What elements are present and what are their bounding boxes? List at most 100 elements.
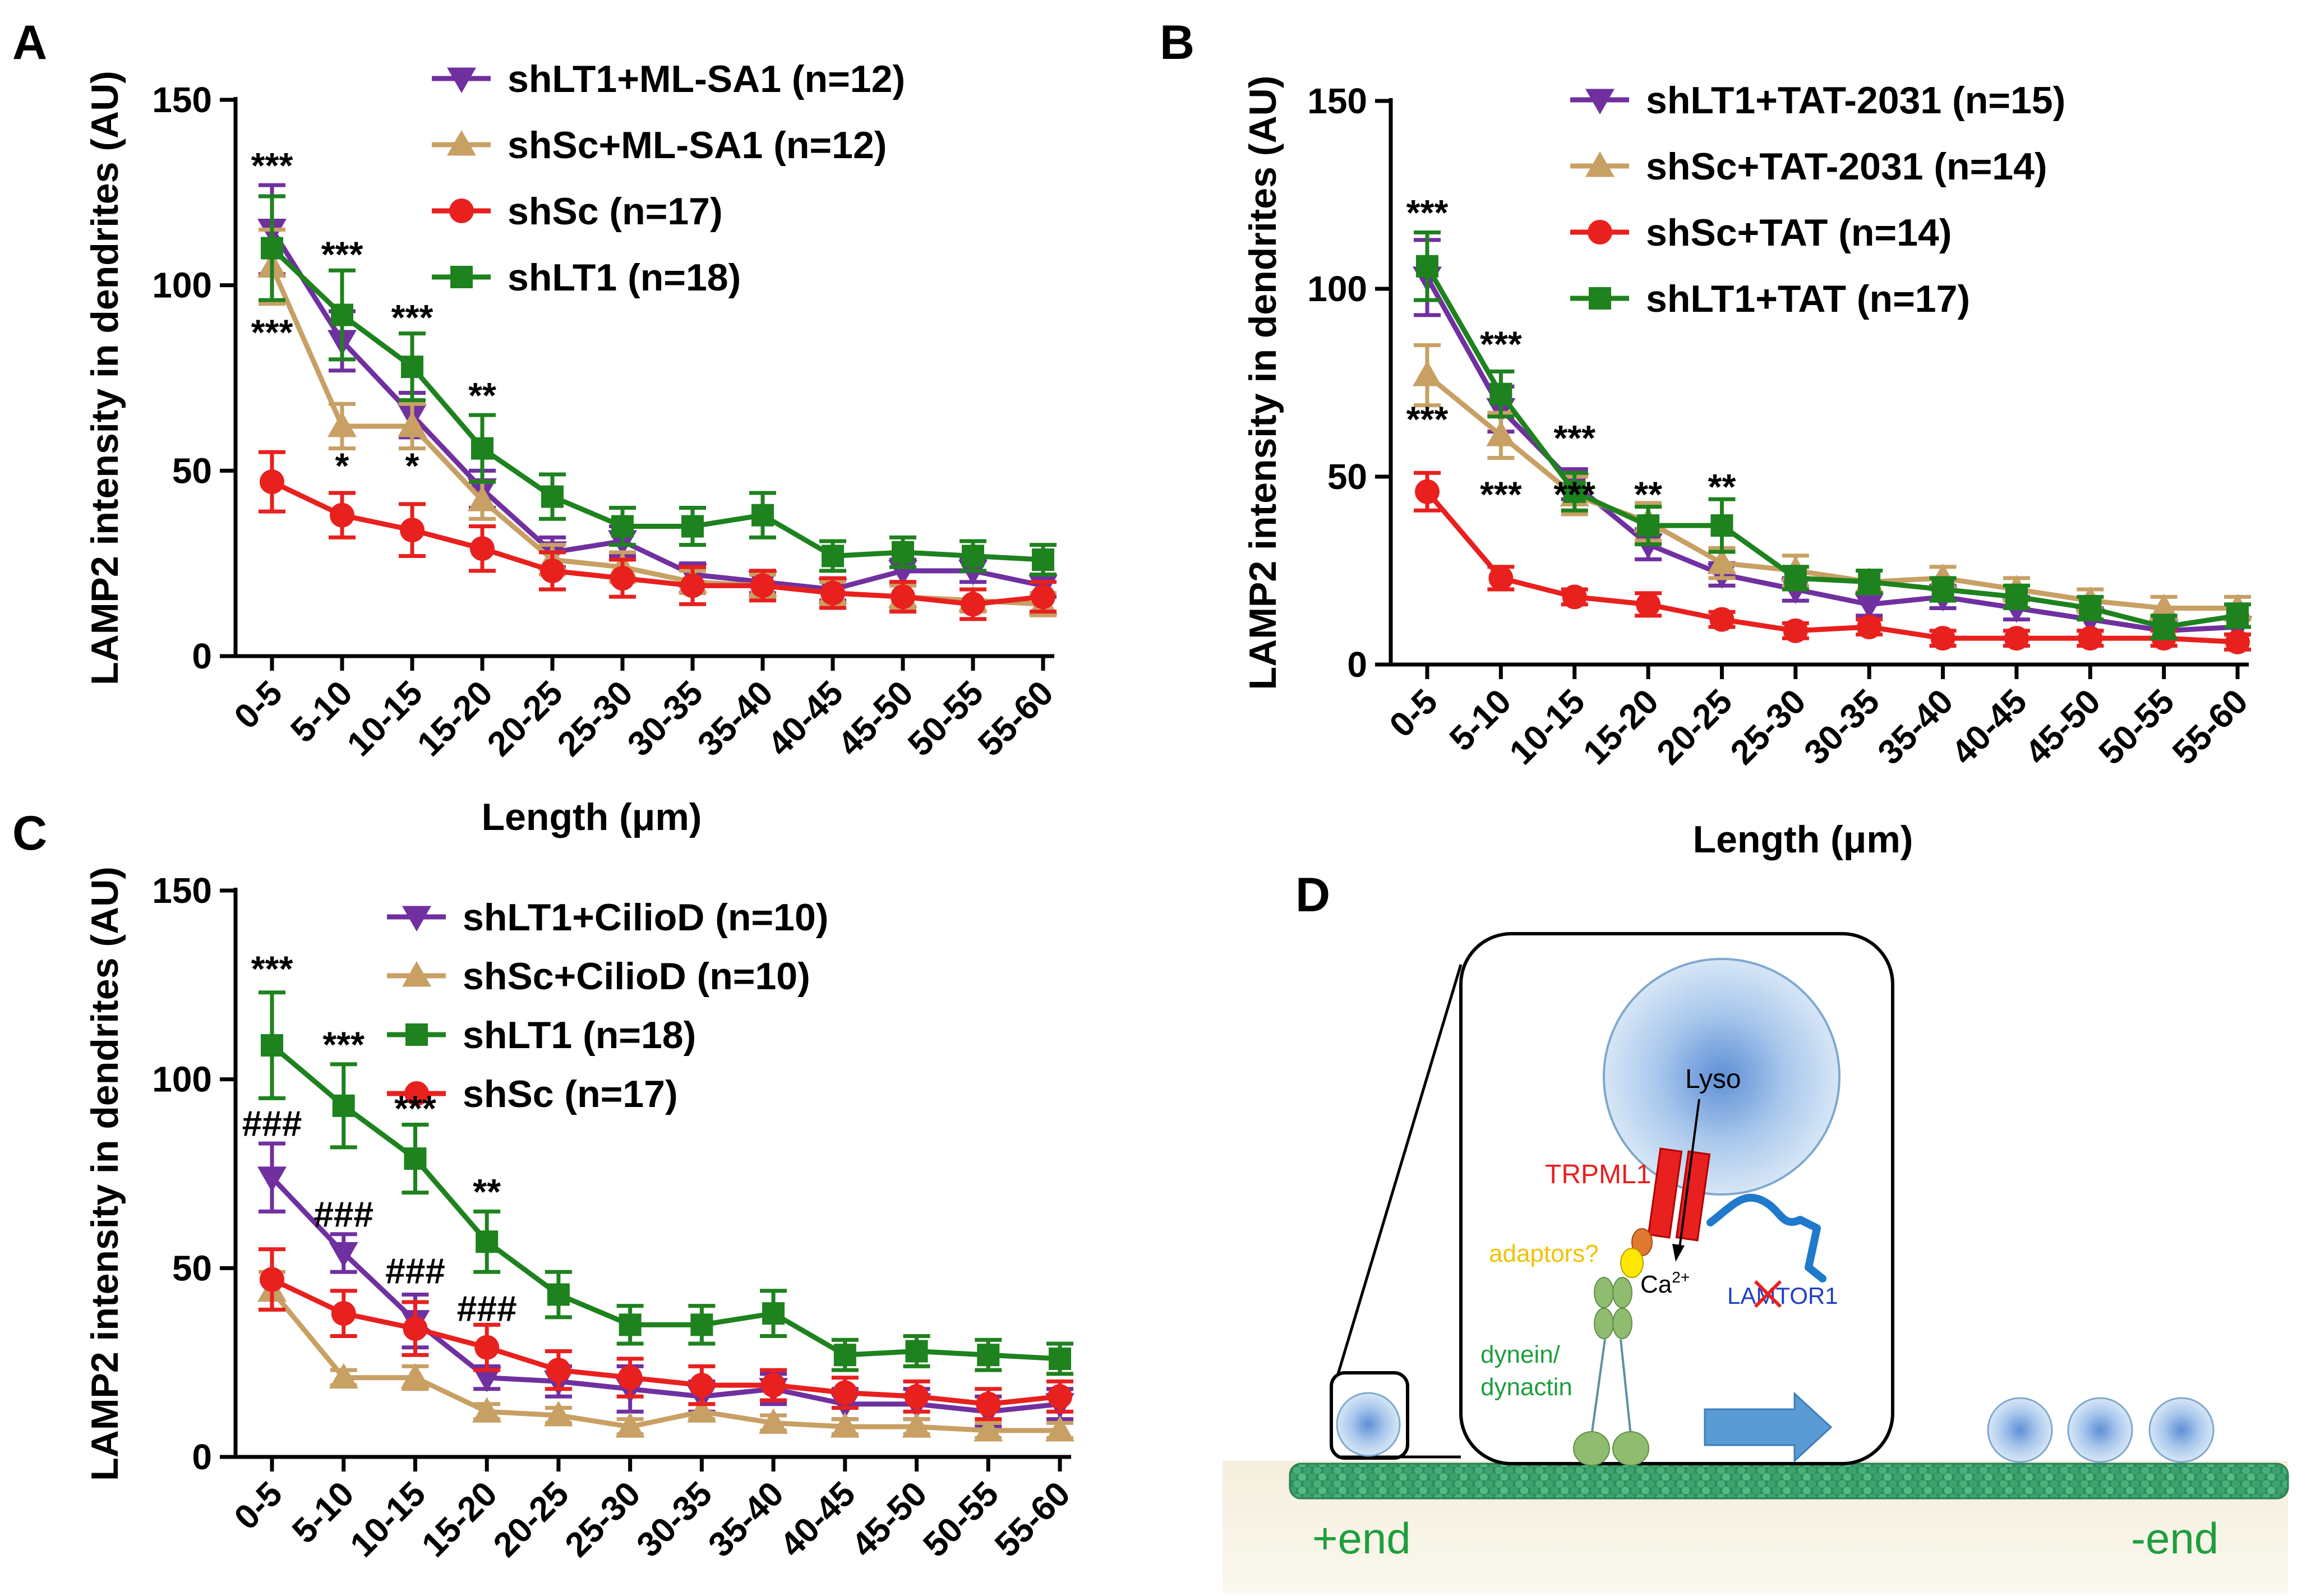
data-point: [1045, 1415, 1074, 1442]
data-point: [1048, 1384, 1072, 1409]
lysosome-minus-end-1: [1987, 1397, 2053, 1463]
series-1: [257, 183, 1058, 604]
data-point: [546, 1358, 571, 1383]
significance-label: ***: [322, 1024, 365, 1064]
data-point: [892, 541, 914, 564]
x-tick-label: 10-15: [340, 674, 430, 764]
dynein-stalk-2: [1620, 1339, 1632, 1436]
x-tick-label: 45-50: [831, 674, 921, 764]
data-point: [541, 485, 564, 508]
x-tick-label: 40-45: [773, 1474, 863, 1565]
legend-marker: [447, 67, 476, 93]
y-tick-label: 50: [172, 1248, 212, 1288]
significance-label: *: [405, 446, 419, 486]
data-point: [1709, 607, 1735, 632]
y-axis-label: LAMP2 intensity in dendrites (AU): [1242, 76, 1284, 690]
legend-marker: [1585, 151, 1615, 177]
series-line: [1425, 265, 2238, 630]
legend-marker: [1589, 287, 1611, 310]
x-tick-label: 30-35: [629, 1474, 719, 1565]
legend-label: shLT1+ML-SA1 (n=12): [508, 58, 905, 100]
y-tick-label: 100: [152, 1059, 212, 1100]
series-line: [270, 246, 1044, 562]
data-point: [1563, 480, 1586, 503]
x-tick-label: 50-55: [916, 1474, 1006, 1565]
data-point: [2152, 616, 2175, 638]
data-point: [820, 580, 845, 606]
data-point: [468, 486, 497, 511]
data-point: [400, 1363, 430, 1389]
x-tick-label: 40-45: [1944, 682, 2035, 772]
calcium-flux-arrow: [1678, 1099, 1700, 1248]
legend-label: shLT1+TAT-2031 (n=15): [1646, 79, 2065, 122]
data-point: [540, 558, 565, 583]
x-tick-label: 25-30: [1723, 682, 1814, 772]
chart-panel-a: 0501001500-55-1010-1515-2020-2525-3030-3…: [84, 58, 1061, 838]
data-point: [1857, 615, 1882, 639]
data-point: [619, 1313, 642, 1336]
data-point: [1415, 479, 1440, 504]
panel-label-b: B: [1160, 16, 1194, 70]
chart-panel-b: 0501001500-55-1010-1515-2020-2525-3030-3…: [1242, 76, 2256, 861]
series-line: [270, 1175, 1060, 1414]
small-lysosome: [1336, 1392, 1401, 1457]
x-tick-label: 50-55: [2092, 682, 2182, 772]
y-tick-label: 0: [192, 1437, 212, 1477]
y-tick-label: 150: [152, 80, 212, 120]
data-point: [615, 1412, 645, 1438]
data-point: [761, 1373, 786, 1398]
data-point: [690, 1313, 713, 1336]
data-point: [905, 1340, 928, 1363]
zoom-line-top: [1336, 964, 1463, 1374]
data-point: [977, 1344, 1000, 1367]
data-point: [891, 584, 915, 610]
dynein-foot-2: [1612, 1431, 1649, 1466]
series-4: [259, 194, 1057, 577]
calcium-label-sup: 2+: [1672, 1269, 1690, 1286]
data-point: [680, 573, 705, 598]
significance-label: **: [1634, 474, 1662, 515]
data-point: [904, 1384, 929, 1409]
data-point: [470, 536, 495, 561]
data-point: [1858, 570, 1881, 593]
adaptor-yellow: [1620, 1248, 1644, 1278]
x-tick-label: 20-25: [480, 674, 570, 764]
data-point: [331, 1301, 356, 1326]
data-point: [260, 1267, 284, 1292]
legend-label: shLT1 (n=18): [508, 256, 741, 299]
x-tick-label: 30-35: [1797, 682, 1887, 772]
data-point: [832, 1380, 857, 1405]
x-tick-label: 20-25: [486, 1474, 576, 1565]
data-point: [1032, 548, 1054, 571]
trpml1-channel-right: [1675, 1150, 1711, 1242]
dynein-head-1: [1594, 1277, 1614, 1308]
significance-label: ***: [321, 234, 363, 275]
y-tick-label: 150: [152, 870, 212, 911]
significance-label: ###: [385, 1251, 445, 1291]
x-tick-label: 15-20: [1576, 682, 1666, 772]
x-axis-label: Length (μm): [1693, 818, 1913, 861]
plus-end-label: +end: [1312, 1514, 1411, 1563]
x-tick-label: 0-5: [227, 674, 290, 736]
y-axis-label: LAMP2 intensity in dendrites (AU): [84, 71, 126, 685]
x-tick-label: 45-50: [2018, 682, 2108, 772]
data-point: [611, 515, 634, 538]
legend-label: shSc+TAT-2031 (n=14): [1646, 145, 2047, 188]
data-point: [1930, 626, 1955, 651]
data-point: [976, 1391, 1001, 1417]
significance-label: ***: [1480, 324, 1522, 365]
series-line: [270, 1289, 1060, 1433]
legend-label: shLT1+TAT (n=17): [1646, 278, 1970, 320]
legend-marker: [450, 266, 473, 288]
data-point: [476, 1230, 499, 1253]
x-tick-label: 25-30: [550, 674, 640, 764]
legend-marker: [404, 1081, 429, 1106]
data-point: [1637, 514, 1660, 537]
data-point: [332, 1094, 355, 1117]
legend-marker: [1585, 89, 1615, 114]
significance-label: ***: [394, 1088, 436, 1129]
small-lysosome-box: [1330, 1371, 1409, 1460]
lysosome-minus-end-3: [2148, 1397, 2215, 1463]
x-tick-label: 50-55: [901, 674, 991, 764]
legend-label: shSc+TAT (n=14): [1646, 211, 1952, 254]
